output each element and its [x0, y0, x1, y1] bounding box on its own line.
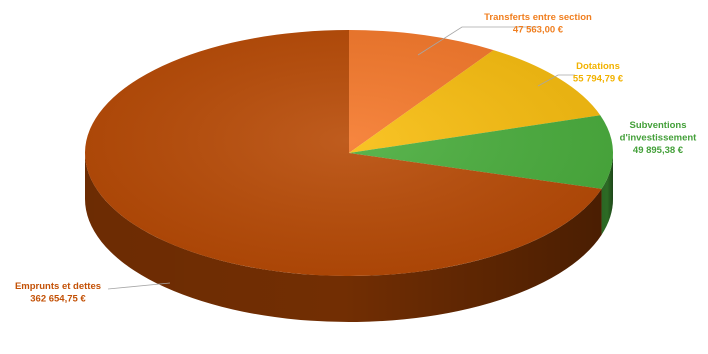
leader-lines [107, 26, 575, 290]
leader-line-1 [537, 74, 575, 87]
pie-top-highlight [85, 30, 613, 276]
data-label-value-2: 49 895,38 € [633, 145, 684, 156]
data-label-value-1: 55 794,79 € [573, 74, 624, 85]
pie-top-layer [85, 30, 613, 276]
pie-side-layer [85, 153, 613, 322]
leader-line-3 [107, 282, 171, 290]
data-label-category-3: Emprunts et dettes [15, 281, 101, 292]
data-label-value-0: 47 563,00 € [513, 25, 564, 36]
data-label-category-0: Transferts entre section [484, 12, 592, 23]
data-label-category-1: Dotations [576, 61, 620, 72]
data-label-category-2: d'investissement [620, 133, 698, 144]
data-labels: Transferts entre section 47 563,00 € Dotat… [15, 12, 697, 305]
leader-line-0 [417, 26, 538, 56]
data-label-value-3: 362 654,75 € [30, 294, 86, 305]
pie-side-shade-3 [85, 153, 602, 322]
pie-side-shade-2 [601, 153, 613, 235]
data-label-category-2: Subventions [629, 120, 686, 131]
